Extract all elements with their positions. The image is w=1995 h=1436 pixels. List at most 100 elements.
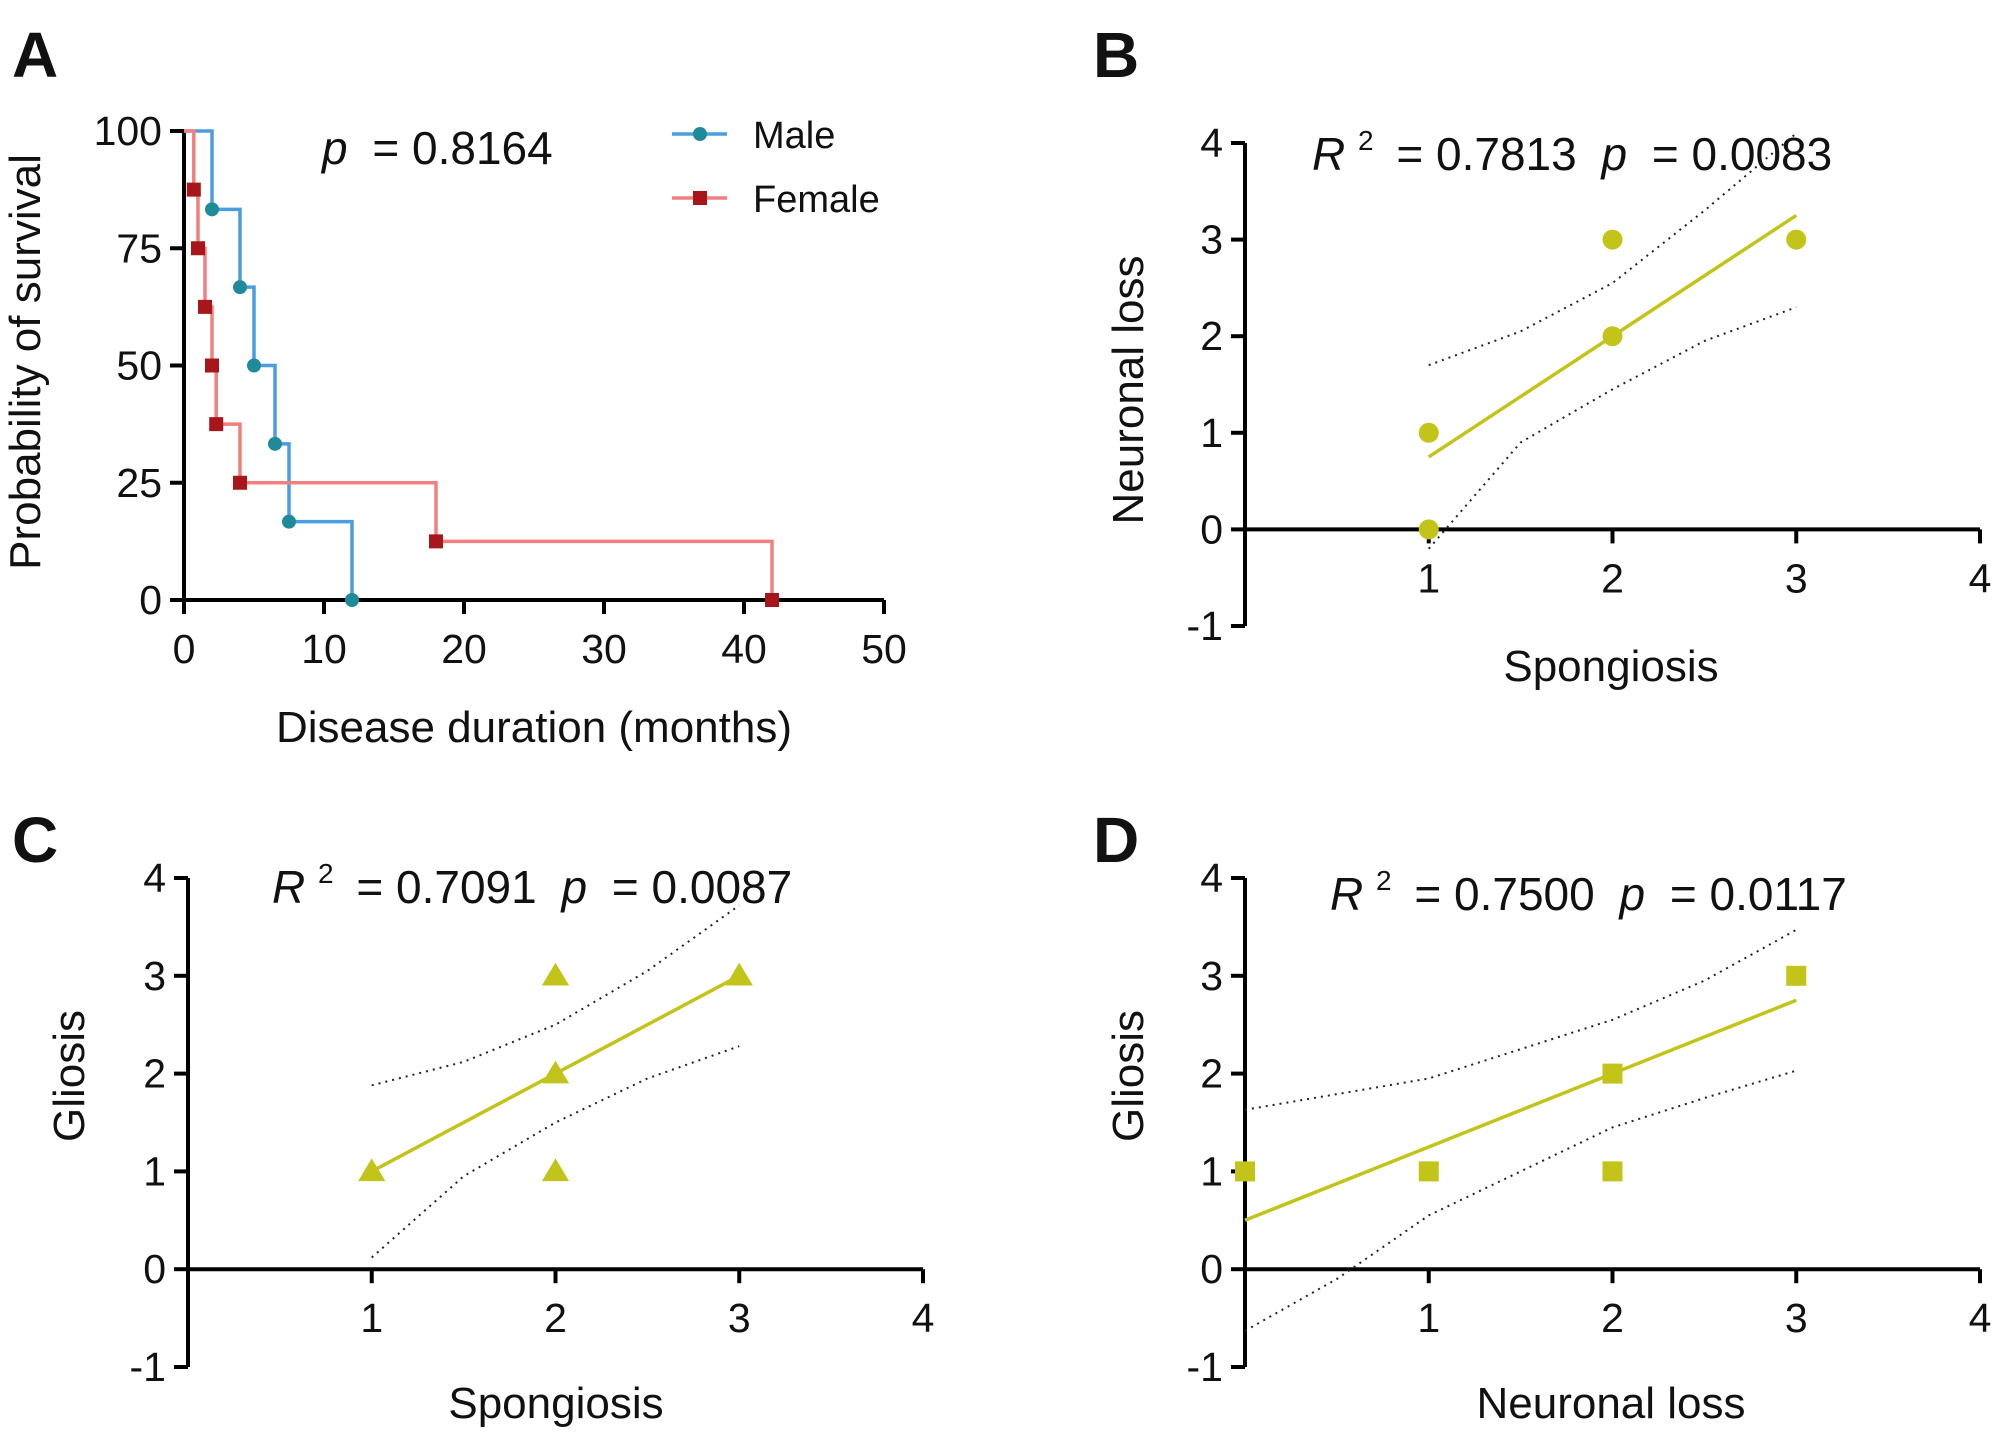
legend-female-marker <box>693 191 707 205</box>
panel-d-r-label: R <box>1330 868 1363 920</box>
legend-female-label: Female <box>753 179 880 221</box>
panel-b-r-superscript: 2 <box>1358 125 1374 156</box>
panel-b-y-axis-title: Neuronal loss <box>1104 255 1153 524</box>
panel-c-x-tick-label: 2 <box>544 1295 567 1341</box>
panel-d-y-tick-label: -1 <box>1187 1344 1223 1390</box>
panel-d-scatter-plot: Gliosis Neuronal loss R 2 = 0.7500 p = 0… <box>1104 848 1991 1428</box>
panel-c-y-tick-label: 1 <box>143 1148 166 1194</box>
panel-d-p-label: p <box>1618 868 1646 920</box>
panel-b-data-point <box>1602 326 1623 347</box>
panel-a-female-event-marker <box>233 475 247 490</box>
panel-a-male-event-marker <box>205 202 219 217</box>
panel-c-scatter-plot: Gliosis Spongiosis R 2 = 0.7091 p = 0.00… <box>45 855 935 1428</box>
panel-b-x-tick-label: 3 <box>1785 555 1808 601</box>
panel-b-p-label: p <box>1600 128 1628 180</box>
panel-d-p-value: = 0.0117 <box>1670 868 1847 920</box>
panel-c-y-axis-title: Gliosis <box>45 1010 94 1142</box>
panel-b-data-point <box>1418 519 1439 540</box>
panel-c-data-point <box>358 1158 386 1182</box>
panel-d-x-tick-label: 1 <box>1417 1295 1440 1341</box>
panel-c-y-tick-label: 0 <box>143 1246 166 1292</box>
panel-b-data-point <box>1418 422 1439 443</box>
panel-a-male-event-marker <box>233 280 247 295</box>
panel-a-female-event-marker <box>209 417 224 432</box>
legend-male-marker <box>693 127 707 141</box>
panel-a-male-event-marker <box>268 436 282 451</box>
panel-d-y-tick-label: 1 <box>1200 1148 1223 1194</box>
panel-d-x-axis-title: Neuronal loss <box>1476 1379 1745 1428</box>
panel-b-x-tick-label: 4 <box>1969 555 1992 601</box>
panel-d-ci-upper-band <box>1244 928 1797 1111</box>
panel-b-y-tick-label: 1 <box>1200 410 1223 456</box>
panel-b-r-value: = 0.7813 <box>1396 128 1576 180</box>
panel-d-y-tick-label: 2 <box>1200 1051 1223 1097</box>
panel-c-y-tick-label: 3 <box>143 953 166 999</box>
panel-a-x-tick-label: 50 <box>861 626 907 672</box>
panel-letter-c: C <box>12 804 58 876</box>
legend-male-label: Male <box>753 115 835 157</box>
panel-a-p-number: = 0.8164 <box>372 122 552 174</box>
panel-d-y-axis-title: Gliosis <box>1104 1010 1153 1142</box>
panel-c-y-tick-label: 2 <box>143 1051 166 1097</box>
panel-a-x-tick-label: 20 <box>441 626 487 672</box>
panel-a-male-event-marker <box>282 514 296 529</box>
panel-a-y-tick-label: 50 <box>116 343 162 389</box>
panel-d-data-point <box>1418 1161 1439 1182</box>
panel-d-regression-line <box>1244 998 1797 1222</box>
panel-d-y-tick-label: 3 <box>1200 953 1223 999</box>
panel-a-y-tick-label: 25 <box>116 460 162 506</box>
panel-b-data-point <box>1786 229 1807 250</box>
panel-a-y-tick-label: 100 <box>94 108 162 154</box>
panel-b-y-tick-label: -1 <box>1187 603 1223 649</box>
panel-b-y-tick-label: 0 <box>1200 506 1223 552</box>
panel-d-stats: R 2 = 0.7500 p = 0.0117 <box>1330 848 1847 920</box>
panel-d-x-tick-label: 3 <box>1785 1295 1808 1341</box>
panel-a-y-tick-label: 0 <box>139 577 162 623</box>
panel-b-r-label: R <box>1312 128 1345 180</box>
panel-d-y-tick-label: 0 <box>1200 1246 1223 1292</box>
panel-d-data-point <box>1235 1161 1255 1182</box>
panel-b-scatter-plot: Neuronal loss Spongiosis R 2 = 0.7813 p … <box>1104 108 1992 691</box>
panel-a-x-tick-label: 30 <box>581 626 627 672</box>
panel-letter-d: D <box>1093 804 1139 876</box>
panel-c-x-tick-label: 1 <box>360 1295 383 1341</box>
panel-b-ci-upper-band <box>1428 132 1797 367</box>
panel-c-y-tick-label: -1 <box>130 1344 166 1390</box>
panel-b-x-tick-label: 2 <box>1601 555 1624 601</box>
panel-a-female-event-marker <box>186 182 201 197</box>
panel-c-x-tick-label: 4 <box>912 1295 935 1341</box>
panel-a-survival-plot: Probability of survival Disease duration… <box>1 108 907 752</box>
panel-a-female-event-marker <box>205 358 219 373</box>
panel-b-data-point <box>1602 229 1623 250</box>
panel-a-female-event-marker <box>191 241 205 256</box>
panel-c-r-value: = 0.7091 <box>356 861 536 913</box>
panel-b-ci-lower-band <box>1427 306 1797 550</box>
panel-a-x-axis-title: Disease duration (months) <box>276 703 792 752</box>
panel-d-x-tick-label: 2 <box>1601 1295 1624 1341</box>
panel-a-p-label: p <box>320 122 348 174</box>
panel-d-r-superscript: 2 <box>1376 865 1392 896</box>
panel-a-female-event-marker <box>429 534 443 549</box>
panel-b-p-value: = 0.0083 <box>1652 128 1832 180</box>
panel-a-x-tick-label: 40 <box>721 626 767 672</box>
panel-c-x-tick-label: 3 <box>728 1295 751 1341</box>
panel-b-x-axis-title: Spongiosis <box>1503 642 1718 691</box>
panel-a-p-value: p = 0.8164 <box>320 122 553 174</box>
panel-c-data-point <box>725 962 753 986</box>
panel-a-male-event-marker <box>345 593 359 607</box>
panel-c-r-superscript: 2 <box>318 858 334 889</box>
panel-c-data-point <box>541 1158 570 1182</box>
panel-d-ci-lower-band <box>1244 1069 1797 1332</box>
panel-a-x-tick-label: 0 <box>173 626 196 672</box>
panel-c-p-label: p <box>560 861 588 913</box>
panel-b-stats: R 2 = 0.7813 p = 0.0083 <box>1312 108 1832 180</box>
panel-a-y-tick-label: 75 <box>116 225 162 271</box>
panel-d-data-point <box>1786 965 1807 986</box>
panel-a-female-event-marker <box>198 299 212 314</box>
panel-b-y-tick-label: 2 <box>1200 313 1223 359</box>
panel-a-y-axis-title: Probability of survival <box>1 154 50 570</box>
panel-a-legend: Male Female <box>672 115 880 221</box>
panel-d-data-point <box>1602 1161 1623 1182</box>
panel-a-x-tick-label: 10 <box>301 626 347 672</box>
